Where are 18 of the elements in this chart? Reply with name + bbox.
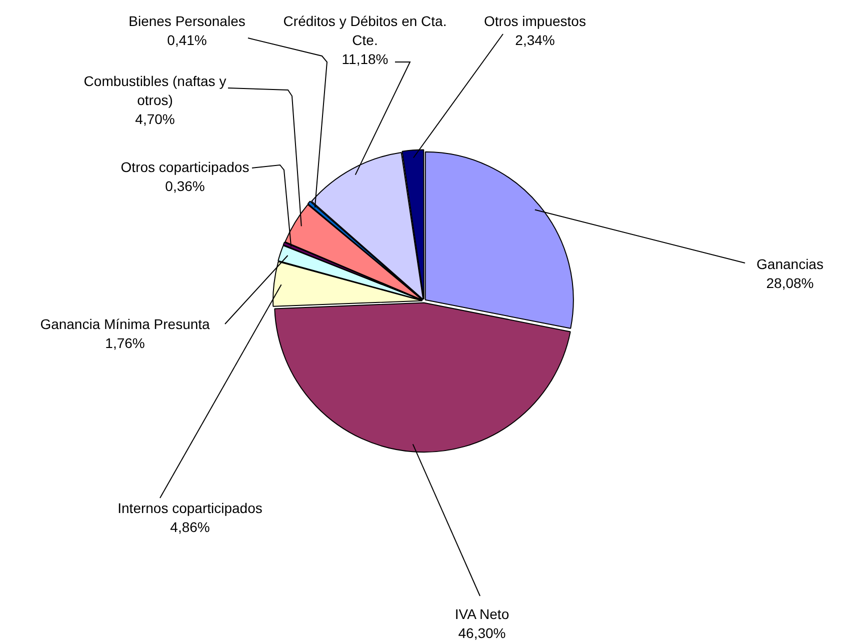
data-label: 1,76% xyxy=(105,334,145,351)
data-label: 46,30% xyxy=(458,624,506,641)
data-label: 28,08% xyxy=(766,274,814,291)
slice-label: Internos coparticipados xyxy=(118,500,262,516)
data-label: 0,36% xyxy=(165,178,205,194)
slice-label: Bienes Personales xyxy=(128,12,246,29)
data-label: 4,70% xyxy=(135,110,175,127)
slice-label: Otros coparticipados xyxy=(120,158,250,175)
slice-label: Ganancia Mínima Presunta xyxy=(40,316,210,332)
slice-label: IVA Neto xyxy=(454,606,510,622)
data-label: 11,18% xyxy=(342,50,388,67)
data-label: 2,34% xyxy=(515,32,555,48)
slice-label: Otros impuestos xyxy=(484,12,586,29)
slice-label: Ganancias xyxy=(756,256,824,272)
data-label: 0,41% xyxy=(167,32,207,48)
data-label: 4,86% xyxy=(170,518,210,535)
slice-label: Combustibles (naftas y otros) xyxy=(84,72,226,108)
slice-label: Créditos y Débitos en Cta. Cte. xyxy=(283,12,447,48)
